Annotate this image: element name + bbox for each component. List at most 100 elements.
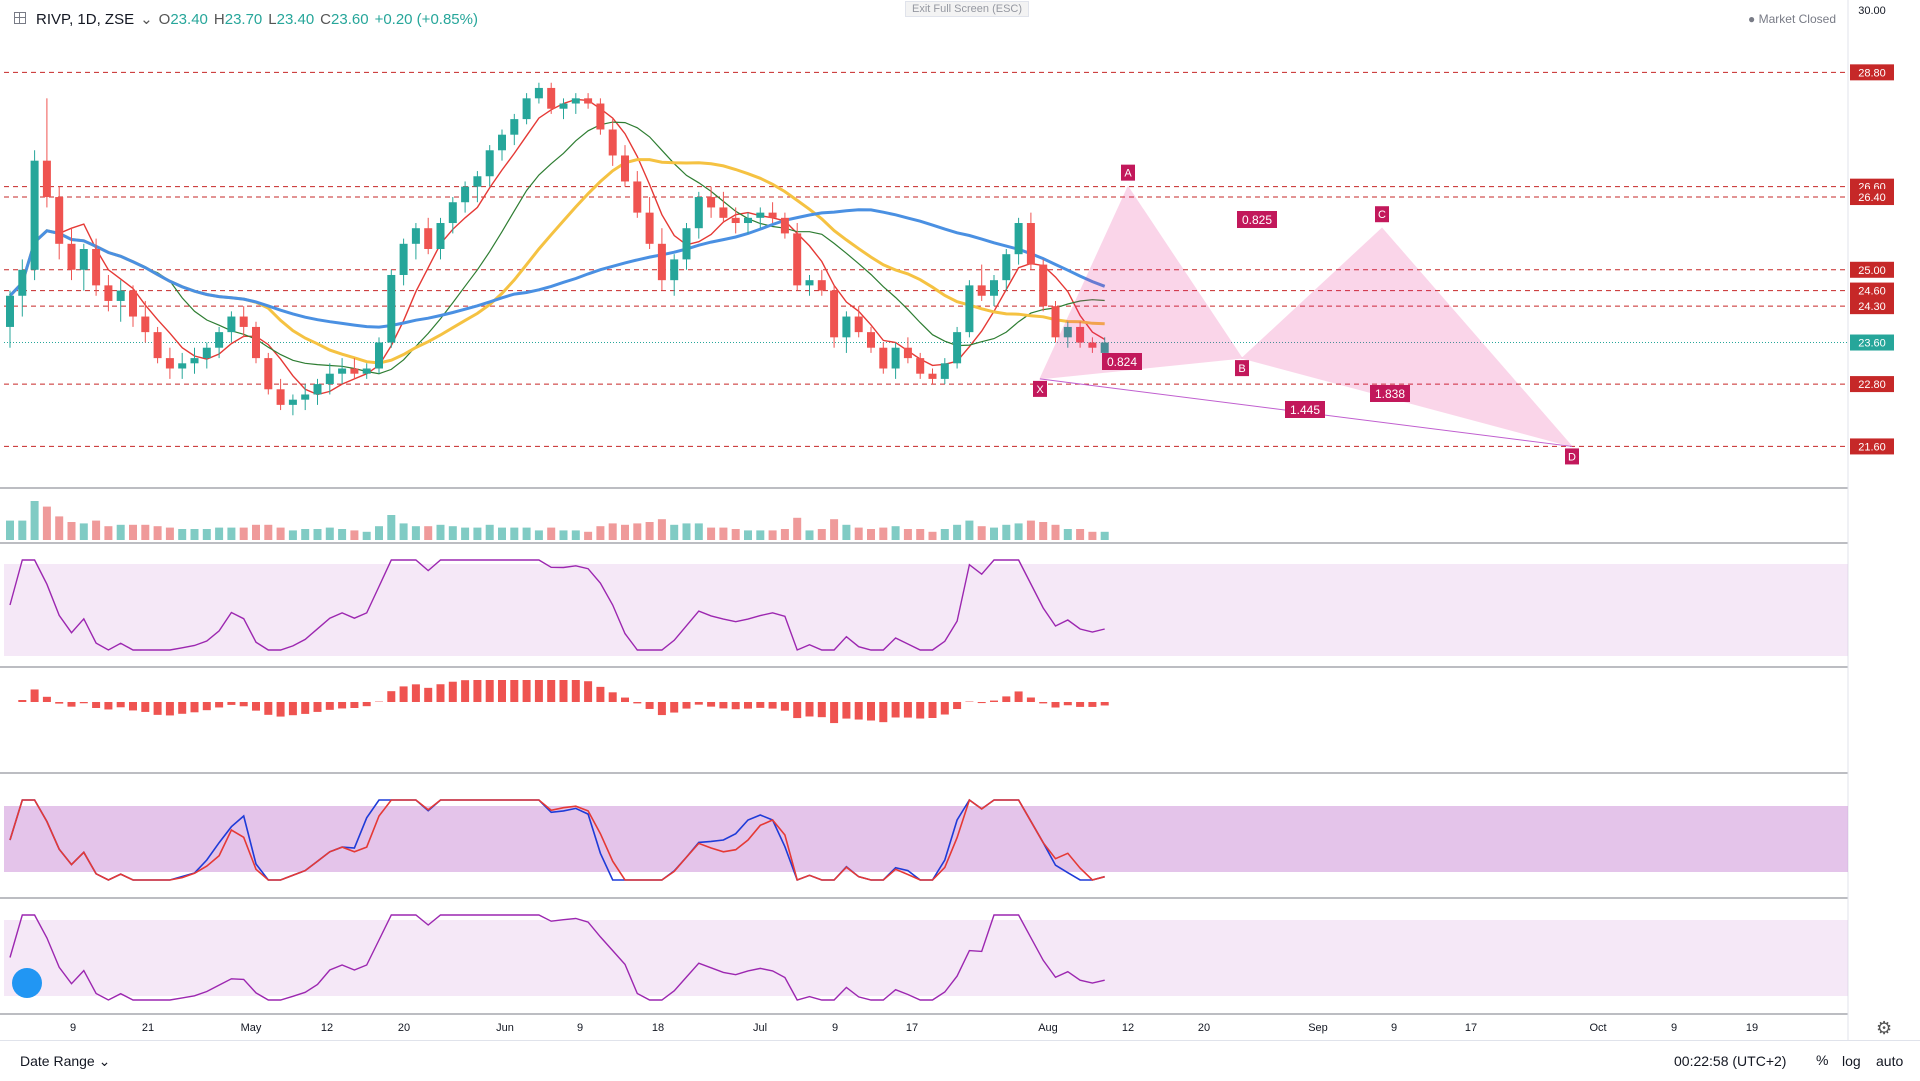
- macd-histogram-bar: [227, 702, 235, 705]
- volume-bar: [437, 525, 445, 540]
- volume-bar: [990, 528, 998, 540]
- candle-body: [658, 244, 666, 280]
- candle-body: [387, 275, 395, 343]
- candle-body: [301, 394, 309, 399]
- x-axis-tick: 12: [1122, 1022, 1134, 1034]
- price-level-label: 22.80: [1858, 379, 1886, 391]
- macd-histogram-bar: [43, 697, 51, 702]
- macd-histogram-bar: [1027, 698, 1035, 702]
- x-axis-tick: 12: [321, 1022, 333, 1034]
- candle-body: [363, 369, 371, 374]
- macd-histogram-bar: [191, 702, 199, 712]
- candle-body: [547, 88, 555, 109]
- candle-body: [523, 98, 531, 119]
- candle-body: [1002, 254, 1010, 280]
- macd-histogram-bar: [916, 702, 924, 719]
- x-axis-tick: Sep: [1308, 1022, 1328, 1034]
- macd-histogram-bar: [400, 686, 408, 702]
- candle-body: [191, 358, 199, 363]
- volume-bar: [929, 532, 937, 540]
- macd-histogram-bar: [510, 680, 518, 702]
- stoch-band: [4, 806, 1848, 872]
- volume-bar: [264, 525, 272, 540]
- tradingview-logo-icon[interactable]: [12, 968, 42, 998]
- low-value: 23.40: [277, 11, 315, 28]
- volume-bar: [965, 521, 973, 540]
- date-range-button[interactable]: Date Range ⌄: [20, 1053, 110, 1070]
- macd-histogram-bar: [117, 702, 125, 707]
- price-level-label: 26.40: [1858, 192, 1886, 204]
- symbol-name[interactable]: RIVP, 1D, ZSE: [36, 11, 134, 28]
- macd-histogram-bar: [621, 698, 629, 702]
- candle-body: [621, 155, 629, 181]
- gear-icon[interactable]: ⚙: [1876, 1018, 1892, 1039]
- macd-histogram-bar: [953, 702, 961, 709]
- log-toggle[interactable]: log: [1842, 1053, 1861, 1069]
- macd-histogram-bar: [289, 702, 297, 715]
- candle-body: [842, 317, 850, 338]
- volume-bar: [461, 528, 469, 540]
- chevron-down-icon[interactable]: ⌄: [140, 10, 153, 28]
- volume-bar: [547, 528, 555, 540]
- volume-bar: [609, 523, 617, 540]
- macd-histogram-bar: [1052, 702, 1060, 708]
- macd-histogram-bar: [92, 702, 100, 708]
- macd-histogram-bar: [818, 702, 826, 717]
- candle-body: [855, 317, 863, 333]
- volume-bar: [375, 526, 383, 540]
- candle-body: [400, 244, 408, 275]
- clock[interactable]: 00:22:58 (UTC+2): [1674, 1053, 1786, 1069]
- auto-toggle[interactable]: auto: [1876, 1053, 1903, 1069]
- x-axis-tick: 9: [70, 1022, 76, 1034]
- candle-body: [609, 130, 617, 156]
- macd-histogram-bar: [855, 702, 863, 720]
- volume-bar: [818, 529, 826, 540]
- x-axis-tick: 18: [652, 1022, 664, 1034]
- candle-body: [80, 249, 88, 270]
- macd-histogram-bar: [658, 702, 666, 715]
- macd-histogram-bar: [769, 702, 777, 709]
- volume-bar: [227, 528, 235, 540]
- macd-histogram-bar: [523, 680, 531, 702]
- volume-bar: [449, 526, 457, 540]
- volume-bar: [301, 529, 309, 540]
- x-axis-tick: 9: [1391, 1022, 1397, 1034]
- volume-bar: [535, 530, 543, 540]
- candle-body: [707, 197, 715, 207]
- volume-bar: [498, 528, 506, 540]
- macd-histogram-bar: [547, 680, 555, 702]
- volume-bar: [707, 528, 715, 540]
- volume-bar: [1052, 525, 1060, 540]
- candle-body: [670, 259, 678, 280]
- candle-body: [178, 363, 186, 368]
- volume-bar: [658, 519, 666, 540]
- candle-body: [990, 280, 998, 296]
- exit-fullscreen-button[interactable]: Exit Full Screen (ESC): [905, 1, 1029, 17]
- x-axis-tick: Aug: [1038, 1022, 1058, 1034]
- x-axis-tick: 19: [1746, 1022, 1758, 1034]
- macd-histogram-bar: [744, 702, 752, 709]
- macd-histogram-bar: [166, 702, 174, 715]
- volume-bar: [916, 529, 924, 540]
- percent-toggle[interactable]: %: [1816, 1052, 1828, 1068]
- volume-bar: [855, 528, 863, 540]
- x-axis-tick: Oct: [1589, 1022, 1606, 1034]
- macd-histogram-bar: [683, 702, 691, 709]
- macd-histogram-bar: [670, 702, 678, 713]
- candle-body: [240, 317, 248, 327]
- candle-body: [1039, 265, 1047, 307]
- candle-body: [916, 358, 924, 374]
- macd-histogram-bar: [178, 702, 186, 714]
- macd-histogram-bar: [326, 702, 334, 710]
- macd-histogram-bar: [732, 702, 740, 709]
- candle-body: [1052, 306, 1060, 337]
- chevron-down-icon: ⌄: [99, 1053, 111, 1069]
- close-label: C: [320, 11, 331, 28]
- macd-histogram-bar: [215, 702, 223, 707]
- volume-bar: [646, 522, 654, 540]
- macd-histogram-bar: [584, 681, 592, 702]
- macd-histogram-bar: [449, 682, 457, 702]
- macd-histogram-bar: [1088, 702, 1096, 707]
